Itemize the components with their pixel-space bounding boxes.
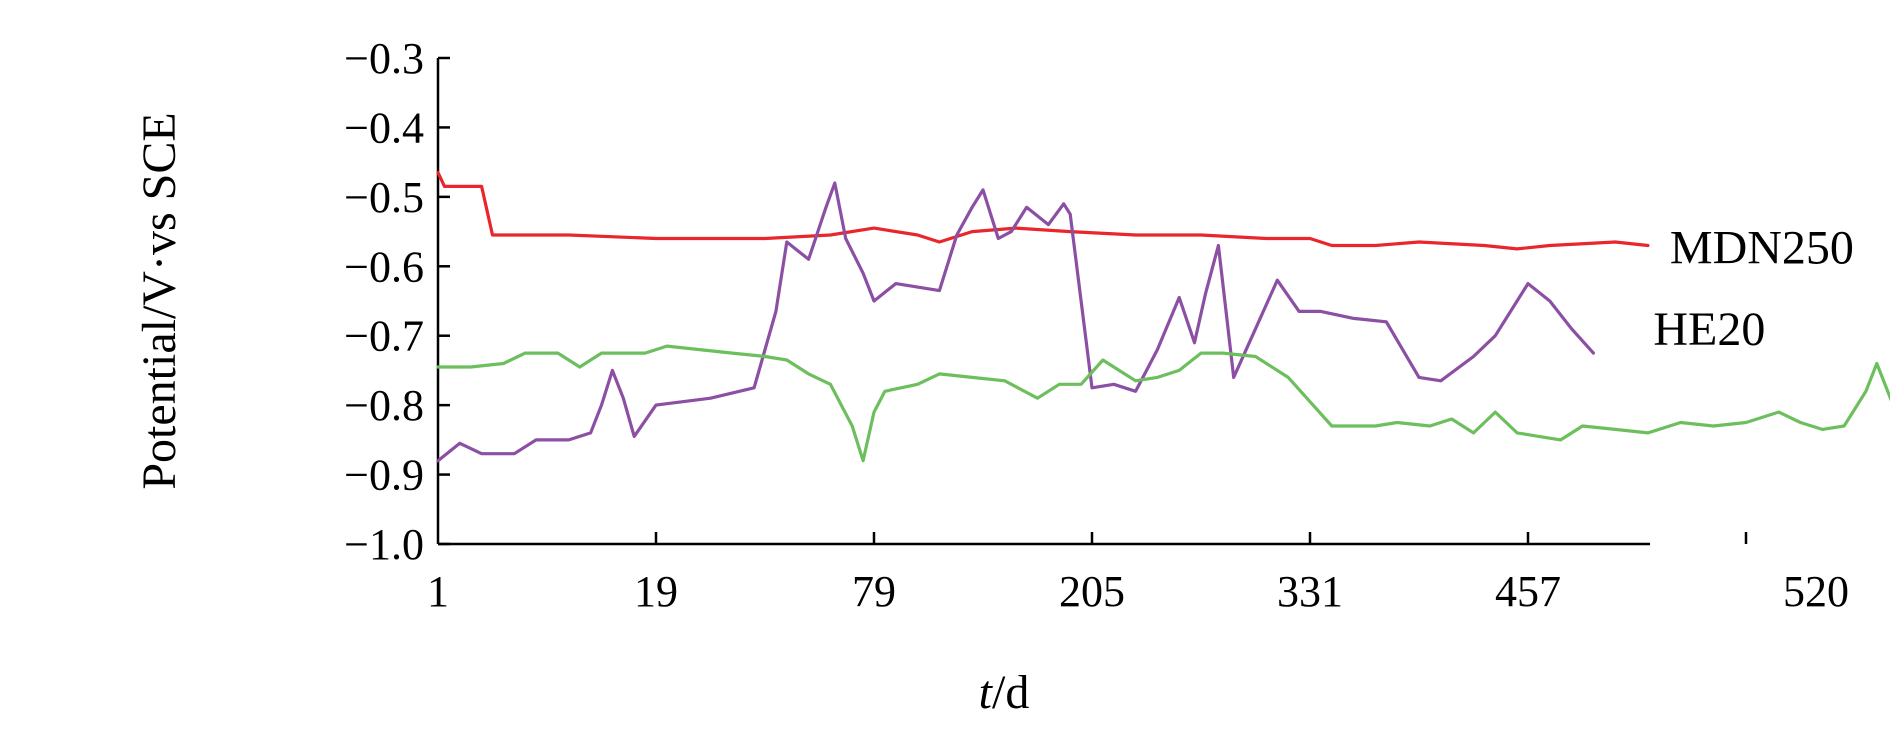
series-labels: MDN250HE20HE20/MDN250: [1653, 221, 1854, 356]
y-tick-label: −0.6: [344, 242, 424, 291]
series-line-he20: [436, 181, 1595, 463]
y-tick-label: −0.7: [344, 312, 424, 361]
y-tick-label: −0.9: [344, 451, 424, 500]
x-axis-title: t/d: [979, 666, 1030, 719]
x-tick-label: 205: [1059, 567, 1125, 616]
series-group: [436, 171, 1890, 463]
y-tick-label: −0.5: [344, 173, 424, 222]
series-line-mdn250: [436, 171, 1650, 251]
y-tick-label: −0.3: [344, 34, 424, 83]
y-tick-label: −1.0: [344, 520, 424, 569]
x-tick-label: 19: [634, 567, 678, 616]
x-tick-label: 1: [427, 567, 449, 616]
y-tick-label: −0.8: [344, 381, 424, 430]
x-ticks: 1 19 79 205 331 457 520: [427, 532, 1849, 616]
x-tick-label: 520: [1783, 567, 1849, 616]
axes: [436, 58, 1650, 546]
y-tick-label: −0.4: [344, 103, 424, 152]
x-tick-label: 79: [852, 567, 896, 616]
y-axis-title: Potential/V·vs SCE: [133, 112, 186, 489]
series-label-he20: HE20: [1653, 303, 1765, 356]
x-axis-title-italic: t: [979, 666, 994, 719]
x-tick-label: 331: [1277, 567, 1343, 616]
y-ticks: −0.3 −0.4 −0.5 −0.6 −0.7 −0.8 −0.9 −1.0: [344, 34, 450, 569]
x-tick-label: 457: [1495, 567, 1561, 616]
series-line-he20-mdn250: [436, 344, 1890, 463]
x-axis-title-rest: /d: [992, 666, 1029, 719]
series-label-mdn250: MDN250: [1670, 221, 1854, 274]
